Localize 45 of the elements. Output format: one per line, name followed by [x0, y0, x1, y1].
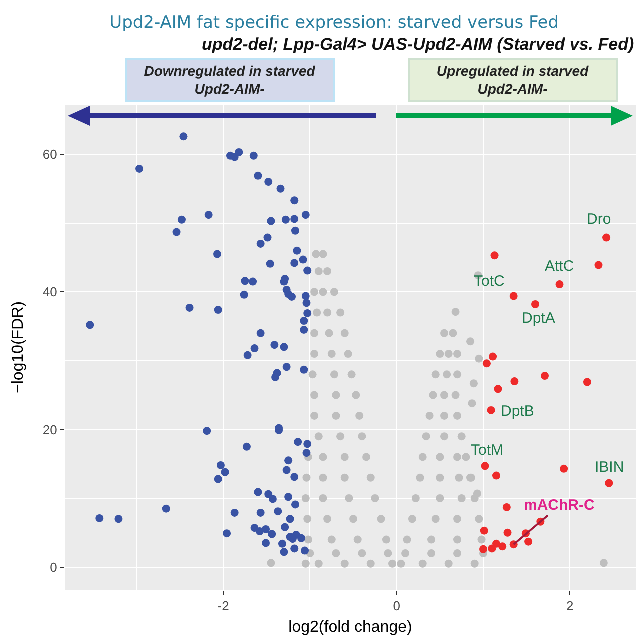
point	[482, 360, 491, 368]
point	[560, 464, 568, 473]
annotation: mAChR-C	[524, 497, 595, 514]
point	[524, 538, 533, 546]
annotation: Dro	[587, 211, 612, 228]
point	[502, 503, 511, 512]
point	[531, 300, 540, 308]
y-tick-label: 60	[42, 147, 58, 162]
x-axis-title: log2(fold change)	[288, 619, 412, 636]
text: Upregulated in starved Upd2-AIM-	[436, 63, 590, 98]
point	[490, 252, 499, 260]
annotation: TotC	[474, 273, 506, 290]
point	[605, 479, 614, 488]
point	[498, 542, 507, 551]
x-tick-label: 2	[566, 598, 574, 614]
y-tick-label: 40	[42, 284, 58, 300]
point	[488, 544, 496, 553]
y-tick-label: 0	[50, 560, 58, 575]
point	[487, 406, 496, 414]
annotation: TotM	[471, 442, 504, 459]
annotation: IBIN	[595, 459, 624, 476]
point	[594, 261, 603, 270]
annotation: DptB	[501, 403, 534, 420]
y-tick-label: 20	[42, 422, 58, 438]
chart-subtitle: upd2-del; Lpp-Gal4> UAS-Upd2-AIM (Starved vs. Fed)	[202, 35, 634, 54]
point	[602, 234, 611, 242]
point	[510, 378, 519, 386]
x-tick-label: 0	[393, 598, 400, 614]
point	[492, 472, 500, 480]
point	[489, 352, 498, 361]
chart-title: Upd2-AIM fat specific expression: starved versus Fed	[110, 12, 560, 33]
point	[480, 526, 488, 535]
point	[504, 528, 512, 537]
point	[510, 292, 518, 300]
y-axis-title: −log10(FDR)	[10, 301, 27, 394]
x-tick-label: -2	[218, 598, 230, 614]
point	[480, 545, 488, 554]
text: Downregulated in starved Upd2-AIM-	[144, 63, 316, 98]
point	[556, 280, 564, 289]
point	[583, 378, 592, 386]
point	[481, 462, 490, 470]
point	[541, 372, 550, 380]
point	[494, 385, 502, 394]
annotation: AttC	[545, 258, 574, 275]
annotation: DptA	[522, 310, 556, 327]
